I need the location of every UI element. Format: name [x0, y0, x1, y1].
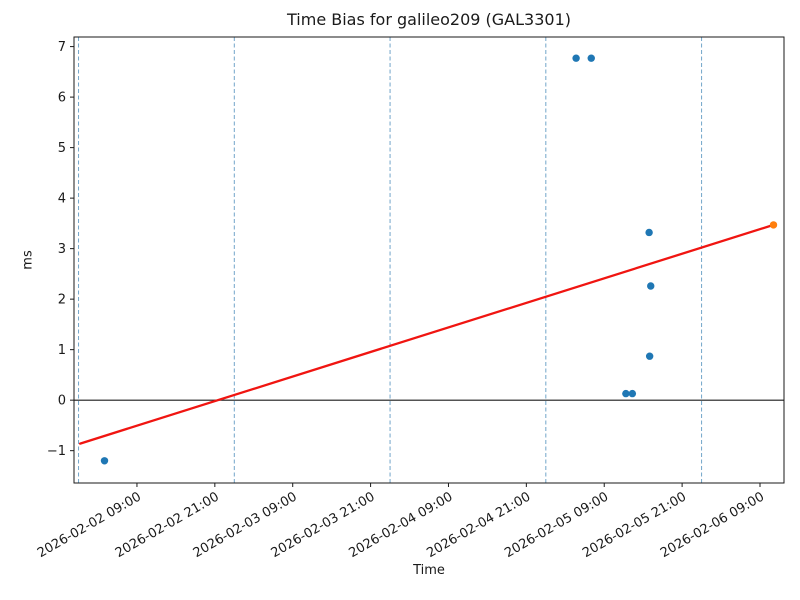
data-point: [647, 282, 655, 290]
data-point: [645, 228, 653, 237]
y-tick-label: 4: [58, 192, 66, 207]
chart-title: Time Bias for galileo209 (GAL3301): [287, 10, 571, 29]
y-tick-label: 0: [58, 394, 66, 409]
x-axis-label: Time: [413, 563, 445, 578]
data-point: [622, 389, 630, 398]
y-tick-label: 1: [58, 343, 66, 358]
y-tick-label: −1: [47, 444, 66, 459]
y-tick-label: 6: [58, 91, 66, 106]
data-point: [100, 457, 109, 465]
y-tick-label: 3: [58, 242, 66, 257]
plot-border: [73, 36, 785, 484]
data-point: [628, 389, 637, 398]
y-tick-label: 5: [58, 141, 66, 156]
data-point: [645, 352, 654, 360]
data-point: [572, 54, 580, 62]
trend-line: [79, 223, 775, 445]
predicted-point: [769, 221, 778, 229]
y-tick-label: 7: [58, 40, 66, 55]
y-tick-label: 2: [58, 293, 66, 308]
data-point: [587, 54, 595, 62]
